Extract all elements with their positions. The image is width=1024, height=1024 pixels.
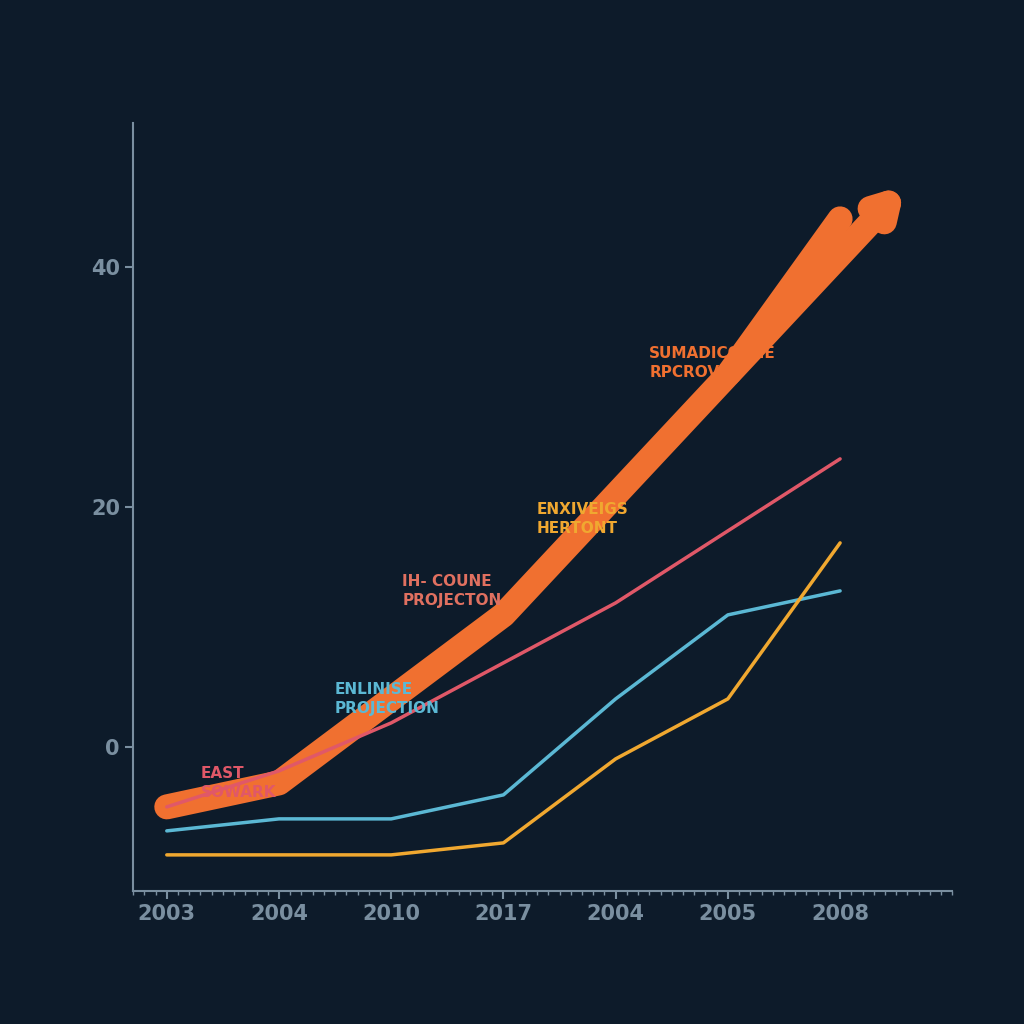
Text: ENLINISE
PROJECTION: ENLINISE PROJECTION — [335, 682, 440, 716]
Text: ENXIVEIGS
HERTONT: ENXIVEIGS HERTONT — [538, 502, 629, 536]
Text: IH- COUNE
PROJECTON: IH- COUNE PROJECTON — [402, 574, 502, 607]
Text: EAST
SOWARK: EAST SOWARK — [201, 766, 275, 800]
Text: SUMADICOSHE
RPCROVE: SUMADICOSHE RPCROVE — [649, 346, 776, 380]
